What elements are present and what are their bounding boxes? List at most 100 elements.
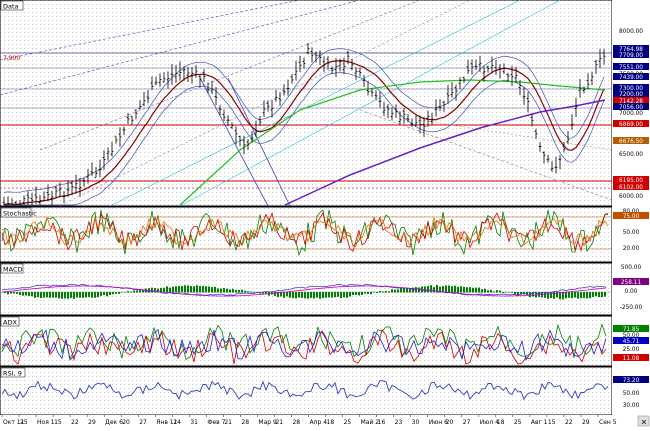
y-axis-label: 20.00 [623, 246, 640, 252]
macd-histogram-bar [337, 292, 339, 297]
macd-histogram-bar [238, 290, 240, 293]
price-bar [186, 66, 190, 83]
svg-text:73.20: 73.20 [623, 378, 640, 384]
price-bar [330, 66, 334, 74]
svg-text:6869.00: 6869.00 [619, 122, 643, 128]
price-bar [66, 180, 70, 197]
price-bar [290, 73, 294, 84]
corner-close-button[interactable] [637, 415, 650, 427]
x-axis-label: 25 [20, 419, 28, 426]
svg-text:-250.00: -250.00 [620, 305, 643, 311]
macd-histogram-bar [463, 286, 465, 293]
price-bar [350, 58, 354, 71]
x-axis-label: 18 [327, 419, 335, 426]
price-bar [38, 194, 42, 205]
macd-histogram-bar [82, 292, 84, 298]
price-bar [34, 186, 38, 204]
price-bar [326, 56, 330, 70]
macd-histogram-bar [223, 288, 225, 293]
macd-histogram-bar [187, 285, 189, 293]
adx-lines [1, 323, 607, 365]
macd-line [1, 283, 607, 296]
stochastic-slow-line [1, 216, 609, 248]
price-bar [562, 142, 566, 153]
y-axis-label: 7439.00 [613, 73, 649, 81]
price-pane[interactable] [0, 0, 613, 207]
price-bar [194, 65, 198, 78]
macd-lines [0, 283, 612, 300]
macd-histogram-bar [250, 291, 252, 293]
macd-histogram-bar [37, 292, 39, 298]
svg-text:6676.50: 6676.50 [619, 139, 643, 145]
macd-histogram-bar [16, 292, 18, 294]
price-bar [454, 84, 458, 101]
price-bar [510, 65, 514, 86]
macd-histogram-bar [262, 292, 264, 294]
macd-histogram-bar [307, 292, 309, 299]
macd-histogram-bar [472, 287, 474, 293]
macd-histogram-bar [334, 292, 336, 298]
price-bar [274, 89, 278, 102]
adx-line [1, 328, 607, 361]
svg-text:500.00: 500.00 [621, 265, 642, 271]
svg-text:50.00: 50.00 [623, 230, 640, 236]
macd-histogram-bar [64, 292, 66, 299]
macd-histogram-bar [220, 288, 222, 293]
price-bar [118, 127, 122, 147]
price-bar [282, 84, 286, 96]
svg-text:7142.28: 7142.28 [619, 99, 643, 105]
price-bar [310, 47, 314, 63]
svg-text:50.00: 50.00 [623, 333, 640, 339]
macd-histogram-bar [340, 292, 342, 299]
rsi-pane[interactable] [0, 366, 613, 416]
macd-histogram-bar [460, 286, 462, 293]
macd-histogram-bar [331, 292, 333, 298]
svg-text:7000.00: 7000.00 [619, 111, 643, 117]
price-bar [578, 78, 582, 98]
macd-histogram-bar [589, 292, 591, 299]
x-axis-label: 27 [139, 419, 147, 426]
x-axis-label: 28 [241, 419, 249, 426]
price-bar [10, 198, 14, 208]
price-bar [14, 200, 18, 205]
x-axis-label: Июн 6 [429, 419, 448, 426]
macd-histogram-bar [55, 292, 57, 298]
macd-histogram-bar [562, 292, 564, 300]
svg-text:7764.98: 7764.98 [619, 47, 643, 53]
macd-histogram-bar [286, 292, 288, 297]
price-bar [550, 161, 554, 172]
macd-histogram-bar [406, 288, 408, 293]
price-bar [54, 186, 58, 198]
rsi-line [1, 380, 609, 401]
price-bar [494, 60, 498, 76]
macd-histogram-bar [580, 292, 582, 299]
price-bar [506, 72, 510, 82]
macd-histogram-bar [310, 292, 312, 298]
x-axis-label: 25 [344, 419, 352, 426]
macd-histogram-bar [385, 291, 387, 293]
macd-histogram-bar [352, 292, 354, 296]
macd-histogram-bar [289, 292, 291, 298]
y-axis-label: 7709.00 [613, 51, 649, 59]
price-bar [458, 77, 462, 90]
price-bar [226, 115, 230, 127]
macd-histogram-bar [265, 292, 267, 294]
macd-histogram-bar [379, 290, 381, 293]
y-axis-label: 7142.28 [613, 97, 649, 105]
y-axis-label: 7764.98 [613, 45, 649, 53]
x-axis-label: Апр 4 [310, 419, 328, 426]
macd-histogram-bar [475, 287, 477, 293]
price-bar [210, 80, 214, 94]
macd-histogram-bar [247, 291, 249, 293]
price-bar [574, 97, 578, 118]
macd-pane[interactable] [0, 262, 613, 316]
price-bar [538, 142, 542, 152]
price-bar [318, 50, 322, 65]
price-bar [202, 69, 206, 83]
macd-histogram-bar [46, 292, 48, 298]
price-bar [394, 104, 398, 118]
price-bar [178, 61, 182, 81]
x-axis-label: Июл 4 [480, 419, 499, 426]
